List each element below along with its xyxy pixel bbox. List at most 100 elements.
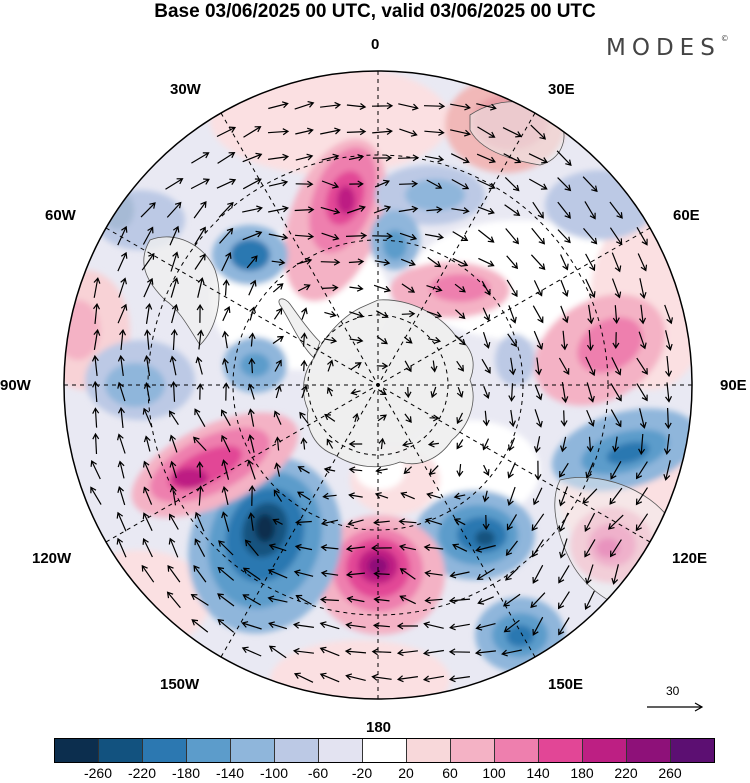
wind-arrow (558, 512, 569, 533)
wind-arrow (346, 103, 367, 110)
wind-arrow (301, 384, 308, 399)
wind-arrow (508, 383, 516, 402)
wind-arrow (221, 434, 231, 453)
graticule (64, 71, 692, 699)
wind-arrow (274, 359, 282, 372)
wind-arrow (144, 329, 151, 350)
wind-arrow (559, 462, 569, 478)
wind-arrow (166, 591, 181, 609)
colorbar-tick-label: 100 (482, 765, 506, 781)
wind-arrow (585, 462, 594, 479)
colorbar-swatch (670, 739, 714, 762)
wind-arrow (268, 101, 289, 110)
wind-arrow (268, 205, 289, 213)
wind-arrow (326, 386, 334, 397)
wind-arrow (533, 280, 543, 297)
wind-arrow (194, 226, 206, 245)
colorbar-tick-label: -140 (215, 765, 245, 781)
wind-arrow (424, 596, 443, 604)
wind-arrow (248, 484, 256, 506)
wind-arrow (247, 383, 255, 400)
wind-arrow (248, 332, 256, 347)
wind-arrow (217, 618, 235, 633)
wind-arrow (349, 180, 364, 188)
wind-arrow (611, 564, 619, 585)
wind-arrow (502, 127, 523, 138)
wind-arrow (424, 155, 445, 163)
wind-arrow (348, 466, 363, 474)
lon-label-60e: 60E (673, 207, 700, 224)
colorbar-tick-label: 140 (526, 765, 550, 781)
wind-arrow (637, 253, 648, 272)
wind-arrow (376, 335, 388, 345)
wind-arrow (117, 485, 126, 506)
wind-arrow (92, 432, 100, 455)
wind-arrow (450, 103, 471, 111)
wind-arrow (324, 310, 337, 318)
wind-arrow (397, 154, 420, 162)
wind-arrow (91, 354, 99, 376)
wind-arrow (241, 646, 262, 657)
wind-arrow (532, 616, 544, 636)
wind-arrow (399, 568, 416, 580)
wind-arrow (503, 153, 522, 164)
wind-arrow (117, 251, 128, 272)
wind-arrow (376, 362, 389, 370)
wind-arrow (322, 492, 337, 500)
wind-arrow (344, 648, 367, 655)
wind-arrow (560, 436, 567, 453)
wind-arrow (319, 672, 340, 683)
wind-arrow (348, 440, 363, 448)
wind-arrow (268, 153, 290, 161)
wind-arrow (293, 672, 314, 683)
wind-arrow (268, 543, 287, 552)
wind-arrow (242, 567, 261, 581)
wind-arrow (196, 461, 204, 478)
wind-arrow (247, 459, 256, 480)
wind-arrow (93, 277, 101, 298)
lon-label-120w: 120W (32, 550, 72, 567)
wind-arrow (190, 178, 210, 190)
wind-arrow (372, 622, 390, 630)
chart-title: Base 03/06/2025 00 UTC, valid 03/06/2025… (154, 1, 596, 22)
wind-arrow (169, 485, 177, 506)
wind-arrow (273, 410, 282, 425)
wind-arrow (505, 228, 520, 245)
wind-arrow (403, 336, 413, 344)
wind-arrow (477, 179, 496, 190)
wind-arrow (374, 179, 390, 188)
wind-arrow (267, 128, 290, 136)
wind-arrow (218, 201, 234, 218)
wind-arrow (116, 511, 127, 532)
wind-arrow (143, 435, 151, 452)
wind-arrow (609, 539, 622, 558)
wind-arrow (424, 128, 445, 136)
wind-arrow (194, 538, 206, 557)
wind-arrow (482, 490, 490, 503)
wind-arrow (426, 311, 443, 319)
wind-arrow (532, 564, 544, 584)
wind-arrow (400, 258, 416, 267)
wind-arrow (246, 255, 258, 269)
wind-arrow (560, 254, 569, 271)
colorbar-swatch (406, 739, 450, 762)
wind-arrow (248, 357, 256, 374)
wind-arrow (424, 517, 443, 525)
wind-arrow (531, 539, 544, 558)
wind-arrow (90, 486, 102, 505)
wind-arrow (348, 258, 365, 266)
wind-arrow (533, 330, 544, 350)
wind-arrow (326, 438, 334, 449)
wind-arrow (195, 356, 203, 375)
wind-arrow (145, 302, 153, 324)
modes-logo: MODES© (606, 34, 729, 61)
wind-arrow (167, 564, 181, 583)
wind-arrow (294, 543, 313, 551)
wind-arrow (399, 595, 416, 605)
wind-arrow (535, 357, 542, 376)
wind-arrow (295, 153, 314, 161)
wind-arrow (404, 386, 412, 399)
wind-arrow (505, 567, 519, 581)
wind-arrow (530, 254, 546, 271)
wind-arrow (268, 233, 289, 241)
